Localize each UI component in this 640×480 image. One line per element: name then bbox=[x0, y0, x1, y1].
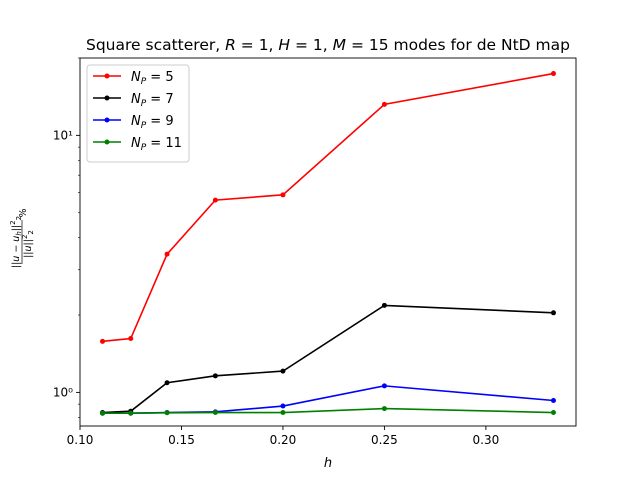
data-point bbox=[164, 380, 170, 386]
x-tick-label: 0.10 bbox=[67, 433, 94, 447]
legend-marker bbox=[104, 73, 110, 79]
plot-frame bbox=[79, 57, 577, 427]
y-axis-ticks: 10⁰ 10¹ bbox=[53, 128, 80, 399]
data-point bbox=[128, 410, 134, 416]
data-point bbox=[280, 403, 286, 409]
chart-title: Square scatterer, R = 1, H = 1, M = 15 m… bbox=[86, 36, 570, 54]
x-tick-label: 0.25 bbox=[371, 433, 398, 447]
x-axis-ticks: 0.10 0.15 0.20 0.25 0.30 bbox=[67, 426, 500, 447]
legend-marker bbox=[104, 117, 110, 123]
series-layer bbox=[100, 71, 556, 416]
x-tick-label: 0.20 bbox=[270, 433, 297, 447]
series-4 bbox=[100, 406, 556, 416]
data-point bbox=[212, 410, 218, 416]
legend-box bbox=[86, 64, 190, 163]
legend-entry: NP = 5 bbox=[93, 70, 174, 87]
legend-label: NP = 7 bbox=[131, 92, 174, 109]
x-axis-label: h bbox=[324, 456, 332, 471]
data-point bbox=[381, 406, 387, 412]
data-point bbox=[100, 338, 106, 344]
legend: NP = 5 NP = 7 NP = 9 NP = 11 bbox=[86, 64, 190, 163]
data-point bbox=[164, 251, 170, 257]
legend-label: NP = 9 bbox=[131, 114, 174, 131]
data-point bbox=[164, 410, 170, 416]
data-point bbox=[212, 197, 218, 203]
series-1 bbox=[100, 71, 556, 344]
legend-entry: NP = 9 bbox=[93, 114, 174, 131]
legend-entry: NP = 11 bbox=[93, 136, 182, 153]
data-point bbox=[381, 302, 387, 308]
data-point bbox=[381, 101, 387, 107]
data-point bbox=[550, 310, 556, 316]
y-axis-label: ||u − uh||22 ||u||22 % bbox=[9, 208, 35, 268]
x-tick-label: 0.15 bbox=[168, 433, 195, 447]
legend-label: NP = 11 bbox=[131, 136, 182, 153]
data-point bbox=[128, 336, 134, 342]
y-tick-label: 10⁰ bbox=[53, 385, 73, 399]
y-axis-label-numerator: ||u − uh||22 bbox=[9, 216, 23, 268]
y-tick-label: 10¹ bbox=[53, 128, 73, 142]
y-axis-label-percent: % bbox=[18, 208, 29, 217]
data-point bbox=[550, 397, 556, 403]
data-point bbox=[280, 410, 286, 416]
legend-label: NP = 5 bbox=[131, 70, 174, 87]
data-point bbox=[381, 383, 387, 389]
data-point bbox=[280, 368, 286, 374]
x-tick-label: 0.30 bbox=[473, 433, 500, 447]
data-point bbox=[550, 410, 556, 416]
legend-marker bbox=[104, 95, 110, 101]
data-point bbox=[550, 71, 556, 77]
legend-entry: NP = 7 bbox=[93, 92, 174, 109]
data-point bbox=[212, 373, 218, 379]
data-point bbox=[100, 410, 106, 416]
data-point bbox=[280, 192, 286, 198]
legend-marker bbox=[104, 139, 110, 145]
